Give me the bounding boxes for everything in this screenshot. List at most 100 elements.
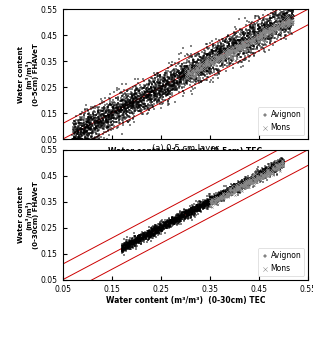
Avignon [93,105,98,111]
Avignon [290,6,295,12]
Avignon [170,217,175,223]
Avignon [79,122,84,128]
Avignon [108,119,113,125]
Avignon [248,43,253,49]
Avignon [257,40,262,46]
Mons [274,21,279,27]
Mons [217,56,222,62]
Avignon [275,6,280,12]
Avignon [252,36,257,42]
Avignon [162,87,167,93]
Avignon [238,40,243,46]
Avignon [162,223,167,229]
Avignon [247,176,252,182]
Avignon [284,10,289,16]
Avignon [281,21,286,27]
Avignon [279,22,284,27]
Avignon [283,26,288,31]
Avignon [118,101,123,107]
Avignon [114,114,119,120]
Avignon [247,26,252,32]
Avignon [140,234,145,240]
Mons [222,193,227,199]
Avignon [288,6,293,12]
Avignon [150,232,155,238]
Avignon [224,36,229,42]
Mons [221,194,226,200]
Avignon [166,223,171,229]
Avignon [181,214,186,220]
Avignon [203,63,208,69]
Avignon [250,25,255,31]
Avignon [122,98,127,104]
Avignon [149,88,154,93]
Avignon [273,31,278,37]
Avignon [135,101,140,107]
Avignon [212,199,217,204]
Avignon [157,90,162,95]
Avignon [109,118,114,123]
Mons [238,44,243,49]
Avignon [254,174,259,180]
Avignon [121,244,126,250]
Avignon [161,75,166,81]
Avignon [184,76,189,82]
Avignon [178,213,183,218]
Avignon [112,100,117,106]
Mons [225,47,230,53]
Avignon [227,49,232,55]
Avignon [273,163,278,169]
Avignon [179,80,184,86]
Avignon [162,221,167,226]
Avignon [158,74,163,80]
Avignon [257,170,262,175]
Avignon [131,110,136,116]
Avignon [253,170,258,176]
Avignon [146,101,151,107]
Avignon [211,197,216,203]
Avignon [279,156,284,162]
Avignon [176,78,181,83]
Avignon [225,44,230,49]
Avignon [230,185,235,191]
Avignon [151,70,156,76]
Avignon [162,87,167,93]
Avignon [235,37,240,43]
Avignon [245,44,250,49]
Avignon [280,18,285,23]
Avignon [212,191,217,197]
Avignon [97,123,102,129]
Avignon [94,125,99,131]
Avignon [97,119,102,125]
Avignon [255,40,260,45]
Avignon [273,162,278,168]
Avignon [185,207,190,213]
Avignon [203,198,208,204]
Avignon [175,78,180,84]
Avignon [259,169,264,175]
Mons [237,43,242,49]
Avignon [279,162,284,168]
Mons [255,173,260,179]
Avignon [257,170,262,176]
Avignon [109,116,114,121]
Avignon [213,51,218,57]
Avignon [74,136,79,142]
Mons [275,162,280,168]
Avignon [172,77,177,83]
Avignon [232,182,237,187]
Avignon [99,118,104,123]
Mons [236,45,241,51]
Avignon [267,25,272,31]
Avignon [245,180,250,186]
Avignon [285,19,290,25]
Avignon [84,125,89,131]
Avignon [212,196,217,202]
Mons [191,74,196,80]
Avignon [155,79,160,84]
Mons [244,179,249,185]
Avignon [147,230,152,236]
Avignon [228,184,233,190]
Avignon [146,230,151,236]
Avignon [288,6,293,12]
